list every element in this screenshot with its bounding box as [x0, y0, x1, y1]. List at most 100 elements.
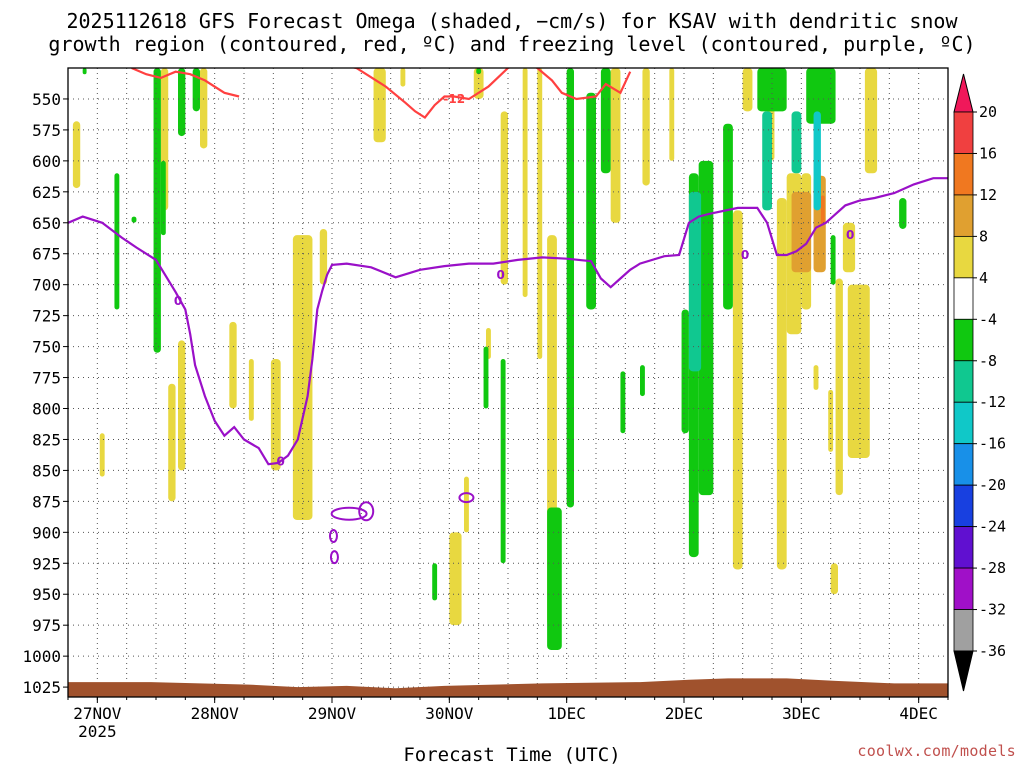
ground-fill — [68, 678, 948, 697]
snow-growth-line — [351, 68, 632, 119]
omega-shade-cell — [464, 476, 469, 533]
omega-shade-cell — [762, 111, 772, 211]
omega-shade-cell — [669, 68, 675, 161]
omega-shade-cell — [586, 92, 596, 310]
omega-shade-cell — [131, 216, 137, 223]
x-tick-label: 29NOV — [308, 704, 357, 723]
omega-shade-cell — [776, 198, 787, 570]
x-tick-label: 3DEC — [782, 704, 821, 723]
omega-shade-cell — [192, 68, 200, 112]
y-tick-label: 575 — [32, 121, 61, 140]
colorbar-tick-label: -36 — [979, 642, 1006, 660]
omega-shade-cell — [229, 321, 237, 409]
colorbar: 20 16 12 8 4 -4 -8 -12 -16 -20 -24 -28 -32 -36 — [953, 73, 1006, 692]
x-tick-label: 28NOV — [191, 704, 240, 723]
omega-shade-cell — [791, 111, 802, 174]
y-tick-label: 725 — [32, 307, 61, 326]
colorbar-swatch — [953, 526, 974, 569]
colorbar-tick-label: 12 — [979, 186, 997, 204]
omega-shade-cell — [742, 68, 753, 112]
y-tick-label: 1025 — [22, 678, 61, 697]
colorbar-tick-label: -20 — [979, 476, 1006, 494]
omega-shade-cell — [82, 68, 87, 75]
freezing-level-loop — [329, 550, 339, 565]
omega-shade-cell — [178, 68, 186, 137]
colorbar-swatch — [953, 443, 974, 486]
omega-shade-cell — [500, 111, 508, 285]
colorbar-tick-label: 8 — [979, 227, 988, 245]
omega-shade-cell — [642, 68, 650, 186]
omega-shade-cell — [813, 111, 821, 211]
y-tick-label: 900 — [32, 523, 61, 542]
y-tick-label: 675 — [32, 245, 61, 264]
credit-text: coolwx.com/models — [857, 742, 1016, 760]
omega-shade-cell — [847, 284, 870, 459]
x-tick-label: 27NOV — [73, 704, 122, 723]
omega-shade-cell — [640, 365, 645, 397]
colorbar-swatch — [953, 567, 974, 610]
colorbar-tick-label: -8 — [979, 352, 997, 370]
omega-shade-cell — [864, 68, 878, 174]
omega-shade-cell — [483, 346, 489, 409]
colorbar-swatch — [953, 609, 974, 652]
omega-shade-cell — [160, 160, 166, 236]
omega-shade-cell — [547, 507, 562, 650]
freezing-level-label: 0 — [496, 268, 504, 282]
colorbar-swatch — [953, 194, 974, 237]
freezing-level-loop — [328, 529, 338, 544]
omega-shade-cell — [500, 358, 506, 564]
y-tick-label: 625 — [32, 183, 61, 202]
x-tick-sublabel: 2025 — [78, 722, 117, 741]
omega-shade-cell — [813, 365, 819, 390]
y-tick-label: 975 — [32, 616, 61, 635]
omega-shade-cell — [400, 68, 406, 87]
colorbar-tick-label: 4 — [979, 269, 988, 287]
omega-shade-cell — [449, 532, 462, 626]
omega-shade-cell — [432, 563, 438, 601]
omega-shade-cell — [248, 358, 254, 421]
omega-shade-cell — [153, 68, 161, 353]
ground-terrain — [68, 678, 948, 697]
omega-shade-cell — [820, 195, 825, 226]
colorbar-swatch — [953, 484, 974, 528]
chart-title-line-2: growth region (contoured, red, ºC) and f… — [48, 32, 976, 56]
x-axis-label: Forecast Time (UTC) — [403, 744, 621, 766]
omega-shade-cell — [681, 309, 689, 434]
freezing-level-label: 0 — [846, 228, 854, 242]
y-tick-label: 600 — [32, 152, 61, 171]
omega-shade-cell — [610, 68, 621, 223]
y-tick-label: 850 — [32, 461, 61, 480]
y-tick-label: 925 — [32, 554, 61, 573]
freezing-level-loop — [458, 492, 475, 504]
omega-shade-cell — [178, 340, 186, 471]
omega-shade-cell — [899, 198, 907, 229]
omega-shade-cell — [732, 210, 743, 570]
omega-shade-cell — [200, 68, 208, 149]
y-tick-label: 550 — [32, 90, 61, 109]
colorbar-top-arrow — [953, 73, 974, 113]
omega-shade-cell — [476, 68, 482, 75]
omega-shade-cell — [168, 383, 176, 502]
omega-shade-cell — [373, 68, 386, 143]
omega-shade-cell — [723, 123, 733, 310]
omega-shade-cell — [620, 371, 626, 434]
y-tick-label: 950 — [32, 585, 61, 604]
colorbar-tick-label: -32 — [979, 601, 1006, 619]
x-tick-label: 4DEC — [899, 704, 938, 723]
y-tick-label: 700 — [32, 276, 61, 295]
colorbar-swatch — [953, 360, 974, 403]
colorbar-swatch — [953, 111, 974, 154]
snow-growth-label: -12 — [443, 92, 465, 106]
colorbar-swatch — [953, 401, 974, 445]
colorbar-tick-label: -28 — [979, 559, 1006, 577]
colorbar-tick-label: -4 — [979, 310, 997, 328]
omega-shade-cell — [270, 358, 281, 471]
colorbar-swatch — [953, 235, 974, 279]
colorbar-tick-label: -16 — [979, 435, 1006, 453]
omega-shade-cell — [72, 121, 81, 189]
colorbar-bottom-arrow — [953, 650, 974, 692]
y-tick-label: 775 — [32, 369, 61, 388]
omega-shade-cell — [835, 278, 843, 496]
omega-shading — [72, 68, 907, 650]
